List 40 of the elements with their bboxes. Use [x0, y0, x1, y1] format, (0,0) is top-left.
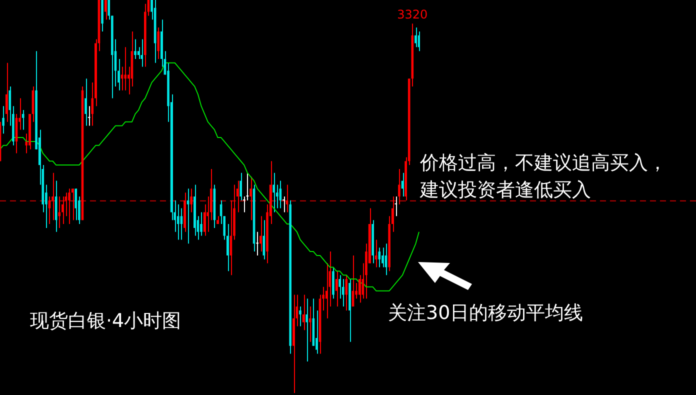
candlestick	[306, 298, 308, 362]
candlestick	[52, 172, 54, 221]
candlestick	[358, 274, 361, 304]
candlestick	[250, 176, 252, 221]
candlestick	[308, 306, 312, 342]
annotation: 价格过高，不建议追高买入，建议投资者逢低买入	[420, 151, 668, 203]
candlestick	[177, 204, 180, 240]
candlestick	[342, 278, 344, 308]
candlestick	[226, 224, 229, 272]
candlestick	[190, 188, 193, 213]
candlestick	[134, 38, 136, 60]
candlestick	[124, 46, 127, 91]
candlestick	[272, 172, 275, 213]
annotation: 现货白银·4小时图	[30, 309, 182, 334]
candlestick	[240, 172, 242, 201]
candlestick	[5, 62, 8, 122]
candlestick	[101, 0, 104, 32]
annotation: 关注30日的移动平均线	[388, 301, 584, 326]
candlestick	[398, 168, 400, 205]
candlestick	[58, 196, 61, 228]
candlestick	[282, 196, 285, 213]
candlestick	[259, 216, 262, 252]
candlestick	[256, 231, 258, 256]
candlestick	[299, 306, 302, 327]
candlestick	[74, 188, 78, 221]
candlestick	[332, 266, 334, 300]
candlestick	[325, 262, 328, 319]
candlestick	[157, 27, 160, 60]
candlestick	[338, 274, 341, 300]
candlestick	[200, 212, 202, 236]
candlestick	[62, 196, 64, 225]
candlestick	[382, 247, 384, 268]
annotation: 3320	[397, 8, 428, 22]
candlestick	[140, 38, 144, 68]
candlestick	[414, 27, 417, 48]
candlestick	[2, 106, 4, 134]
candlestick	[374, 239, 378, 268]
candlestick	[68, 188, 70, 225]
candlestick	[316, 310, 318, 354]
candlestick	[84, 78, 87, 126]
